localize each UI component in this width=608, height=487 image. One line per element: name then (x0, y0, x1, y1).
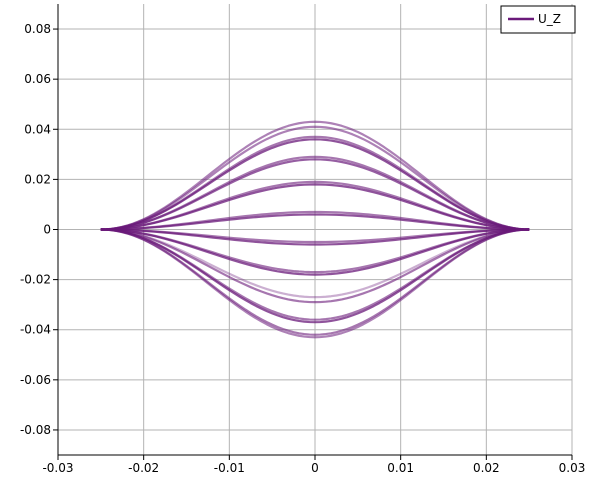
y-tick-label: -0.06 (20, 373, 51, 387)
series-line-16 (100, 228, 530, 304)
x-tick-label: -0.01 (214, 461, 245, 475)
legend-label: U_Z (538, 12, 561, 26)
y-tick-label: 0.06 (24, 72, 51, 86)
y-tick-label: 0.02 (24, 172, 51, 186)
x-tick-label: -0.02 (128, 461, 159, 475)
x-tick-label: 0.02 (473, 461, 500, 475)
x-tick-label: 0.01 (387, 461, 414, 475)
x-tick-label: -0.03 (42, 461, 73, 475)
grid-lines (57, 4, 573, 455)
y-tick-label: 0 (43, 223, 51, 237)
y-tick-label: -0.04 (20, 323, 51, 337)
series-line-6 (100, 158, 530, 231)
x-tick-label: 0.03 (559, 461, 586, 475)
series-line-18 (100, 228, 530, 324)
x-axis-ticks: -0.03 -0.02 -0.01 0 0.01 0.02 0.03 (42, 455, 585, 475)
series-line-15 (100, 228, 530, 299)
series-line-10 (100, 213, 530, 231)
y-axis-ticks: -0.08 -0.06 -0.04 -0.02 0 0.02 0.04 0.06 0.08 (20, 22, 58, 437)
y-tick-label: -0.08 (20, 423, 51, 437)
series-line-14 (100, 228, 530, 276)
y-tick-label: 0.08 (24, 22, 51, 36)
series-line-20 (100, 228, 530, 339)
y-tick-label: 0.04 (24, 122, 51, 136)
series-line-8 (100, 183, 530, 231)
y-tick-label: -0.02 (20, 273, 51, 287)
legend: U_Z (500, 5, 576, 34)
series-line-4 (100, 138, 530, 231)
series-line-12 (100, 228, 530, 246)
series-line-2 (100, 125, 530, 231)
series-group (100, 120, 530, 339)
x-tick-label: 0 (311, 461, 319, 475)
